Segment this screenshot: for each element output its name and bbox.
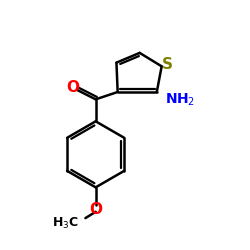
Text: S: S (162, 57, 172, 72)
Text: O: O (89, 202, 102, 217)
Text: O: O (66, 80, 80, 95)
Text: NH$_2$: NH$_2$ (165, 91, 196, 108)
Text: H$_3$C: H$_3$C (52, 216, 78, 231)
